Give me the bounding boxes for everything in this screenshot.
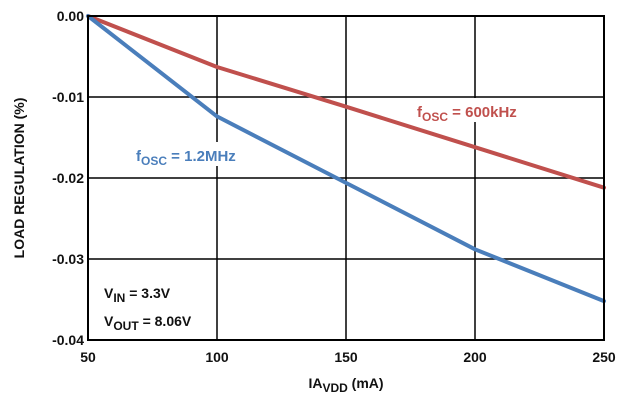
vin-annotation: VIN = 3.3V [104,285,171,305]
x-tick-label: 100 [205,349,229,365]
y-axis-title: LOAD REGULATION (%) [11,98,27,259]
plot-frame [87,15,605,341]
grid-layer [88,16,604,340]
ticks-layer: 50 100 150 200 250 0.00 -0.01 -0.02 -0.03 -0.04 [52,8,616,365]
y-tick-label: -0.04 [52,332,84,348]
y-tick-label: -0.01 [52,89,84,105]
x-tick-label: 150 [334,349,358,365]
x-tick-label: 250 [592,349,616,365]
x-tick-label: 50 [80,349,96,365]
series-label-background-0 [412,98,554,122]
x-axis-title: IAVDD (mA) [308,375,383,395]
vout-annotation: VOUT = 8.06V [104,313,192,333]
series-line-1 [86,14,606,304]
conditions-box-background [90,276,210,338]
series-label-1.2mhz: fOSC = 1.2MHz [136,148,236,168]
series-label-600khz: fOSC = 600kHz [417,104,517,124]
series-line-0 [86,14,606,190]
series-layer [86,14,606,304]
series-label-background-1 [132,142,252,166]
y-tick-label: 0.00 [57,8,84,24]
x-tick-label: 200 [463,349,487,365]
y-tick-label: -0.02 [52,170,84,186]
y-tick-label: -0.03 [52,251,84,267]
